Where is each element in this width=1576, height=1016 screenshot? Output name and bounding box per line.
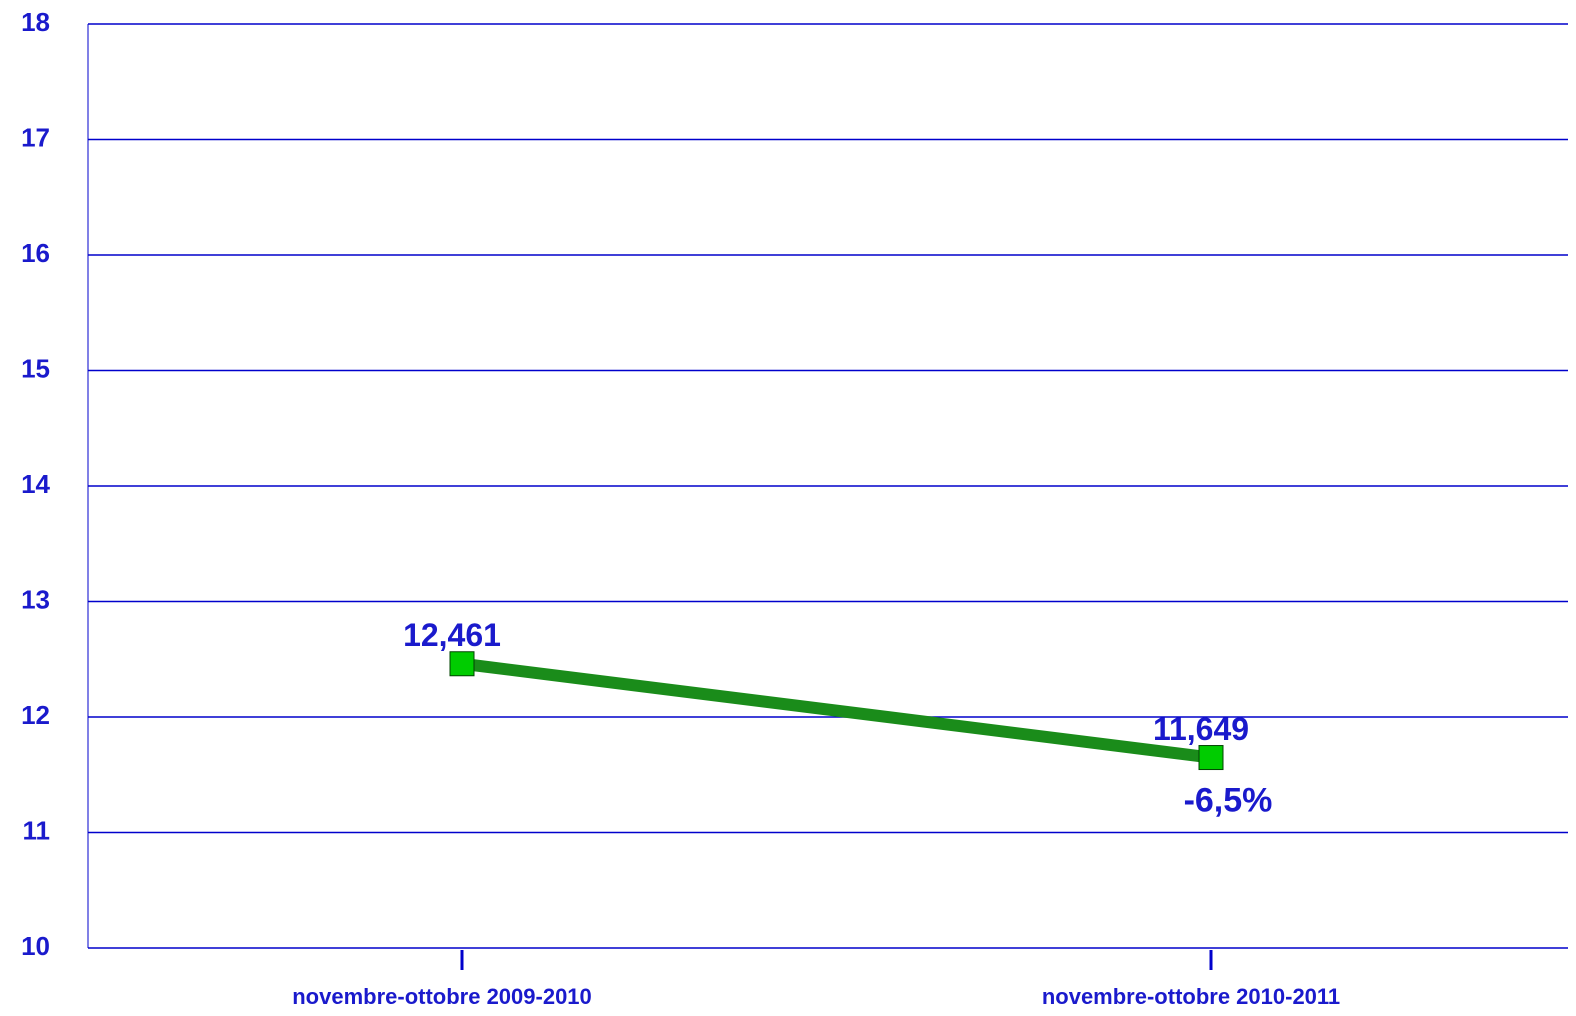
point-marker	[1198, 745, 1224, 771]
y-tick-label: 18	[21, 7, 50, 37]
x-tick-label: novembre-ottobre 2010-2011	[1042, 984, 1340, 1009]
point-marker	[449, 651, 475, 677]
y-tick-label: 11	[23, 815, 51, 845]
series-line	[461, 657, 1212, 764]
y-tick-label: 14	[21, 469, 50, 499]
y-tick-label: 13	[21, 584, 50, 614]
x-tick-label: novembre-ottobre 2009-2010	[292, 984, 592, 1009]
y-tick-label: 12	[21, 700, 50, 730]
y-tick-label: 16	[21, 238, 50, 268]
data-label: 12,461	[403, 617, 501, 653]
y-tick-label: 17	[21, 122, 50, 152]
y-tick-label: 15	[21, 353, 50, 383]
data-label: 11,649	[1153, 711, 1249, 747]
y-tick-label: 10	[21, 931, 50, 961]
annotation: -6,5%	[1184, 782, 1273, 820]
